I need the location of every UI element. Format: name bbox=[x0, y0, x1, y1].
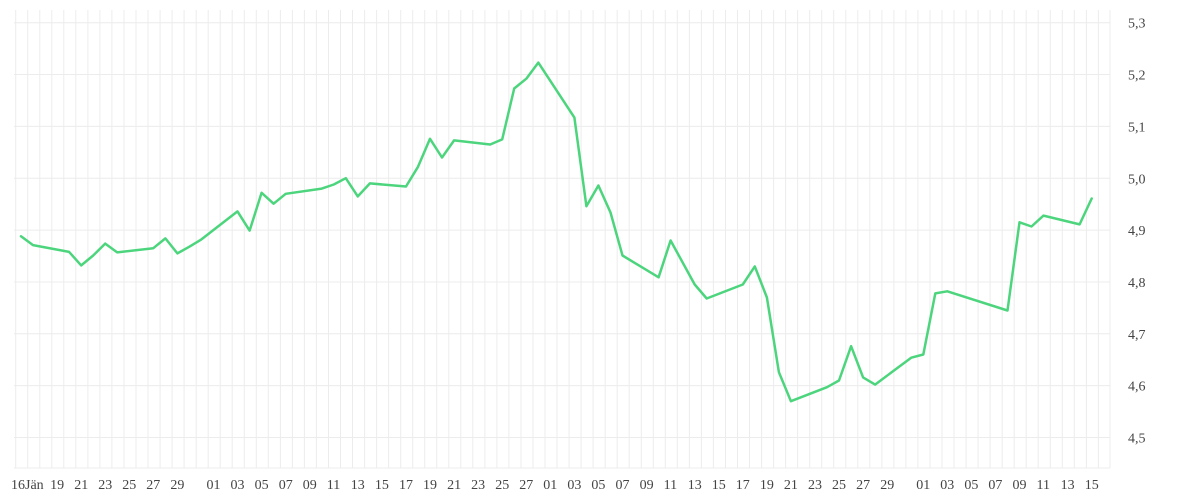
x-tick-label: 19 bbox=[423, 478, 437, 493]
x-tick-label: 13 bbox=[351, 478, 365, 493]
x-tick-label: 05 bbox=[591, 478, 605, 493]
x-tick-label: 07 bbox=[279, 478, 293, 493]
x-tick-label: 19 bbox=[50, 478, 64, 493]
y-axis: 4,5 4,6 4,7 4,8 4,9 5,0 5,1 5,2 5,3 bbox=[1128, 17, 1146, 447]
x-tick-label: 21 bbox=[74, 478, 88, 493]
x-tick-label: 27 bbox=[856, 478, 870, 493]
x-tick-label: 13 bbox=[688, 478, 702, 493]
x-tick-label: 27 bbox=[519, 478, 533, 493]
x-tick-label: 01 bbox=[916, 478, 930, 493]
x-tick-label: 15 bbox=[1085, 478, 1099, 493]
series-line bbox=[19, 61, 1093, 403]
x-tick-label: 07 bbox=[988, 478, 1002, 493]
x-tick-label: 11 bbox=[664, 478, 677, 493]
x-tick-label: 07 bbox=[616, 478, 630, 493]
x-tick-label: 09 bbox=[1013, 478, 1027, 493]
y-tick-label: 4,8 bbox=[1128, 276, 1146, 291]
x-tick-label: 29 bbox=[880, 478, 894, 493]
y-tick-label: 5,2 bbox=[1128, 69, 1146, 84]
grid bbox=[14, 10, 1111, 469]
x-tick-label: 13 bbox=[1061, 478, 1075, 493]
y-tick-label: 4,6 bbox=[1128, 380, 1146, 395]
y-tick-label: 4,5 bbox=[1128, 432, 1146, 447]
x-tick-label: 01 bbox=[207, 478, 221, 493]
x-tick-label: 21 bbox=[784, 478, 798, 493]
x-tick-label: 27 bbox=[146, 478, 160, 493]
x-tick-label: 17 bbox=[736, 478, 750, 493]
series-line-layer bbox=[19, 61, 1093, 403]
y-tick-label: 5,3 bbox=[1128, 17, 1146, 32]
x-tick-label: 23 bbox=[808, 478, 822, 493]
x-tick-label: 15 bbox=[712, 478, 726, 493]
x-tick-label: 25 bbox=[832, 478, 846, 493]
x-tick-label: 25 bbox=[122, 478, 136, 493]
x-tick-label: 03 bbox=[231, 478, 245, 493]
x-tick-label: 15 bbox=[375, 478, 389, 493]
y-tick-label: 4,9 bbox=[1128, 224, 1146, 239]
x-axis: 16Jän 19 21 23 25 27 29 01 03 05 07 09 11 13 15 17 19 21 2… bbox=[11, 478, 1099, 493]
x-tick-label: 03 bbox=[567, 478, 581, 493]
x-tick-label: 23 bbox=[98, 478, 112, 493]
x-tick-label: 23 bbox=[471, 478, 485, 493]
x-tick-label: 05 bbox=[964, 478, 978, 493]
y-tick-label: 4,7 bbox=[1128, 328, 1146, 343]
x-tick-label: 05 bbox=[255, 478, 269, 493]
x-tick-label: 21 bbox=[447, 478, 461, 493]
x-tick-label: 25 bbox=[495, 478, 509, 493]
x-tick-label: 16Jän bbox=[11, 478, 44, 493]
x-tick-label: 01 bbox=[543, 478, 557, 493]
x-tick-label: 17 bbox=[399, 478, 413, 493]
x-tick-label: 03 bbox=[940, 478, 954, 493]
x-tick-label: 29 bbox=[170, 478, 184, 493]
x-tick-label: 11 bbox=[327, 478, 340, 493]
y-tick-label: 5,0 bbox=[1128, 172, 1146, 187]
x-tick-label: 11 bbox=[1037, 478, 1050, 493]
y-tick-label: 5,1 bbox=[1128, 120, 1146, 135]
x-tick-label: 09 bbox=[640, 478, 654, 493]
x-tick-label: 09 bbox=[303, 478, 317, 493]
x-tick-label: 19 bbox=[760, 478, 774, 493]
